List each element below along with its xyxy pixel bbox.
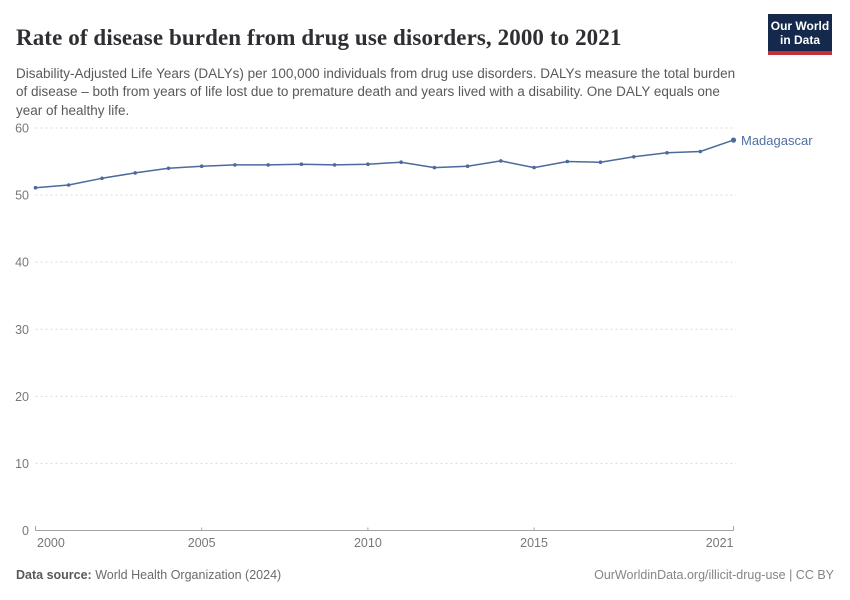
- x-axis-ticks: [35, 526, 734, 531]
- data-point[interactable]: [532, 165, 536, 170]
- x-tick-label: 2005: [188, 536, 216, 550]
- data-point[interactable]: [598, 160, 603, 164]
- data-point[interactable]: [332, 163, 337, 167]
- x-tick-label: 2015: [520, 536, 548, 550]
- data-point[interactable]: [199, 164, 204, 168]
- data-point[interactable]: [299, 162, 304, 166]
- y-tick-label: 30: [15, 323, 29, 337]
- owid-logo-line2: in Data: [779, 33, 820, 47]
- data-point[interactable]: [632, 155, 636, 159]
- data-source-value: World Health Organization (2024): [91, 568, 282, 582]
- owid-logo-line1: Our World: [770, 19, 830, 33]
- y-tick-label: 0: [22, 524, 29, 538]
- data-point[interactable]: [665, 151, 669, 155]
- owid-logo[interactable]: Our World in Data: [768, 14, 832, 55]
- page-title: Rate of disease burden from drug use dis…: [16, 25, 622, 51]
- data-source-note: Data source: World Health Organization (…: [16, 568, 281, 582]
- data-point[interactable]: [432, 165, 437, 170]
- y-tick-label: 50: [15, 189, 29, 203]
- data-point[interactable]: [565, 159, 570, 164]
- attribution-link[interactable]: OurWorldinData.org/illicit-drug-use | CC…: [594, 568, 834, 582]
- data-point[interactable]: [698, 149, 703, 154]
- data-point[interactable]: [133, 171, 137, 175]
- x-tick-label: 2000: [37, 536, 65, 550]
- y-axis-tick-labels: 0 10 20 30 40 50 60: [15, 122, 29, 539]
- data-point[interactable]: [499, 159, 503, 163]
- data-point[interactable]: [399, 160, 403, 164]
- y-tick-label: 60: [15, 122, 29, 136]
- data-point[interactable]: [66, 183, 71, 187]
- y-tick-label: 10: [15, 457, 29, 471]
- x-axis-tick-labels: 2000 2005 2010 2015 2021: [37, 536, 734, 550]
- y-tick-label: 20: [15, 390, 29, 404]
- data-point[interactable]: [366, 162, 370, 166]
- gridlines: [35, 127, 736, 531]
- x-tick-label: 2010: [354, 536, 382, 550]
- data-series-madagascar[interactable]: [33, 137, 737, 190]
- data-line[interactable]: [34, 139, 735, 189]
- data-point[interactable]: [233, 163, 237, 167]
- data-point[interactable]: [33, 185, 38, 190]
- data-point[interactable]: [166, 166, 171, 171]
- chart-footer: Data source: World Health Organization (…: [16, 568, 834, 582]
- data-point[interactable]: [730, 137, 737, 143]
- series-label-madagascar[interactable]: Madagascar: [741, 132, 813, 148]
- chart-subtitle: Disability-Adjusted Life Years (DALYs) p…: [16, 65, 736, 118]
- data-point[interactable]: [100, 176, 104, 181]
- x-tick-label: 2021: [706, 536, 734, 550]
- data-point[interactable]: [465, 164, 470, 168]
- data-source-label: Data source:: [16, 568, 92, 582]
- data-point[interactable]: [266, 163, 271, 167]
- y-tick-label: 40: [15, 256, 29, 270]
